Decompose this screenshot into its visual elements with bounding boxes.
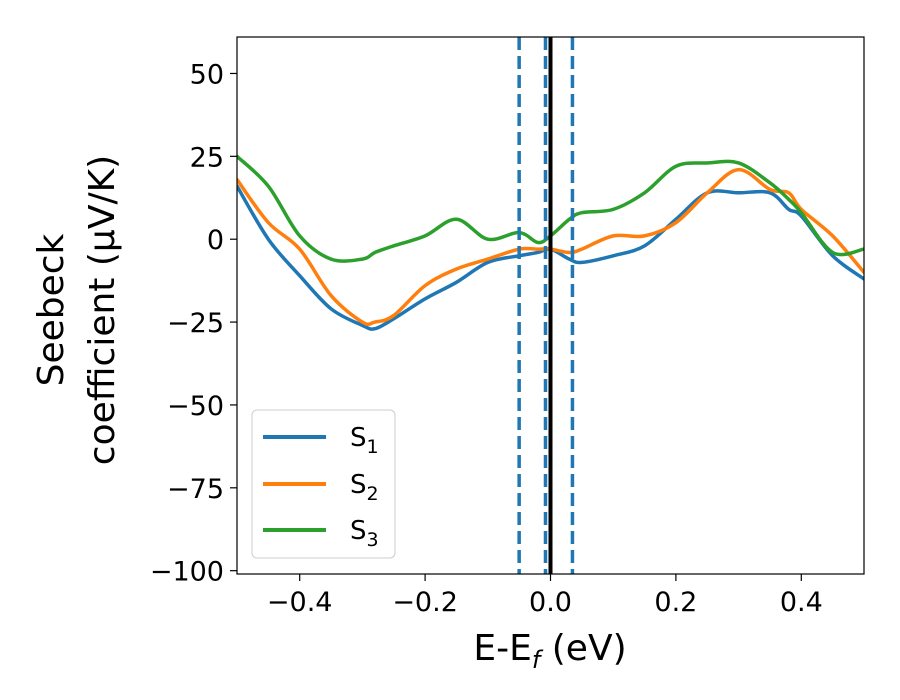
x-tick-label: −0.4 [267, 587, 333, 618]
x-tick-label: 0.4 [780, 587, 823, 618]
y-tick-label: −25 [167, 308, 224, 339]
x-tick-label: 0.0 [529, 587, 572, 618]
y-axis-ticks: 50 25 0 −25 −50 −75 −100 [150, 59, 237, 588]
y-tick-label: 0 [207, 225, 224, 256]
legend-label-1: S1 [350, 423, 379, 458]
vertical-lines-layer [517, 37, 575, 574]
y-tick-label: −100 [150, 557, 224, 588]
y-tick-label: 25 [190, 142, 224, 173]
x-tick-label: −0.2 [392, 587, 458, 618]
x-axis-ticks: −0.4 −0.2 0.0 0.2 0.4 [267, 574, 823, 618]
y-axis-title-line2: coefficient (μV/K) [82, 155, 123, 465]
x-axis-title: E-Ef (eV) [473, 628, 626, 674]
legend: S1 S2 S3 [251, 409, 396, 559]
y-tick-label: −50 [167, 391, 224, 422]
y-tick-label: −75 [167, 474, 224, 505]
legend-label-3: S3 [350, 516, 379, 551]
x-tick-label: 0.2 [654, 587, 697, 618]
y-axis-title: Seebeck coefficient (μV/K) [31, 155, 123, 465]
y-tick-label: 50 [190, 59, 224, 90]
legend-label-2: S2 [350, 470, 379, 505]
y-axis-title-line1: Seebeck [31, 233, 72, 386]
